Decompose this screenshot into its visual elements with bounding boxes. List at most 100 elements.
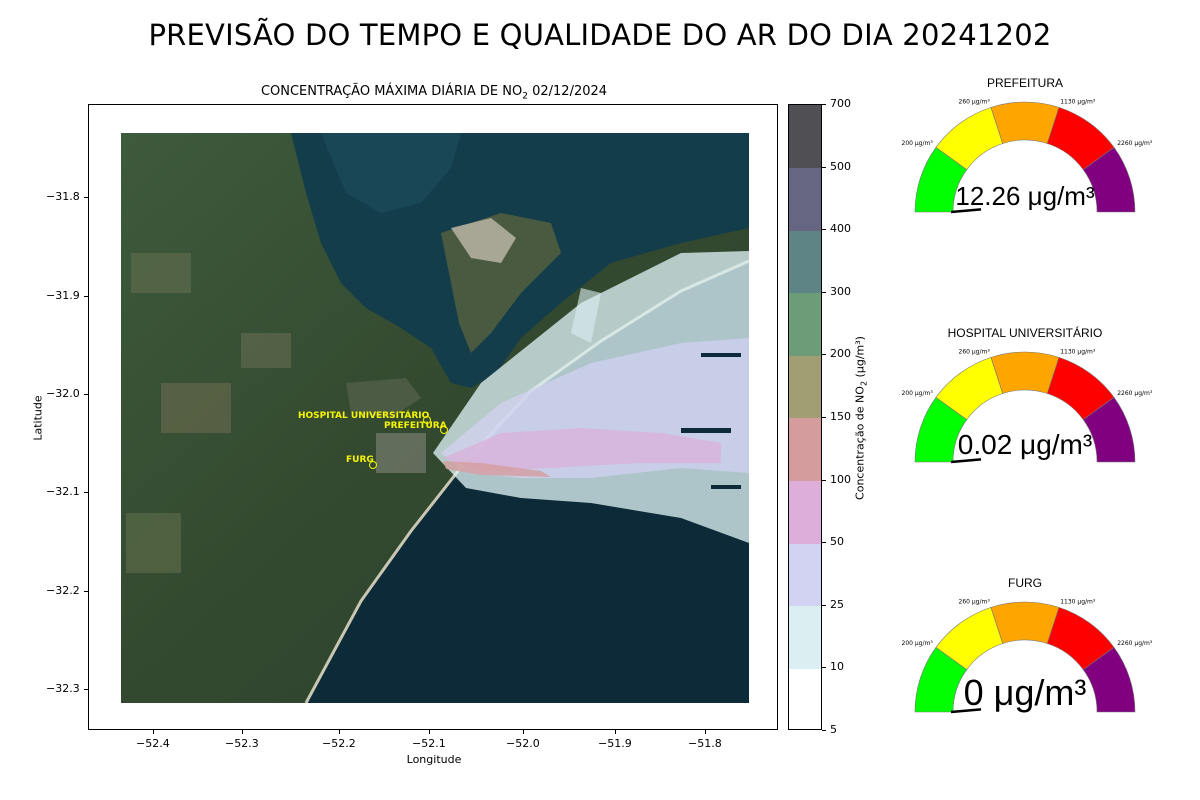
site-marker-furg[interactable] xyxy=(369,461,377,469)
gauge-dial: 200 μg/m³ 260 μg/m³ 1130 μg/m³ 2260 μg/m³ xyxy=(902,599,1153,714)
colorbar-tick-mark xyxy=(822,480,826,481)
colorbar-segment xyxy=(789,355,821,419)
colorbar-tick-mark xyxy=(822,167,826,168)
gauge-tick-label: 200 μg/m³ xyxy=(902,140,934,147)
x-tick-label: −51.8 xyxy=(688,737,722,750)
colorbar-segment xyxy=(789,480,821,544)
colorbar-segment xyxy=(789,668,821,729)
gauge-needle xyxy=(950,458,982,464)
plume-50-100 xyxy=(443,428,721,471)
plume-100-150 xyxy=(443,461,551,477)
field-patch xyxy=(161,383,231,433)
gauge-tick-label: 260 μg/m³ xyxy=(959,599,991,606)
gauge-tick-label: 260 μg/m³ xyxy=(959,349,991,356)
y-tick-label: −32.0 xyxy=(46,387,80,400)
field-patch xyxy=(131,253,191,293)
gauge-title: HOSPITAL UNIVERSITÁRIO xyxy=(947,326,1103,340)
colorbar-segment xyxy=(789,543,821,607)
colorbar xyxy=(788,104,822,730)
x-tick-mark xyxy=(153,730,154,734)
lagoon-water-north xyxy=(321,133,461,213)
site-marker-hospital[interactable] xyxy=(423,416,431,424)
map-title-suffix: 02/12/2024 xyxy=(527,84,608,99)
y-tick-mark xyxy=(84,296,88,297)
gauge-tick-label: 2260 μg/m³ xyxy=(1117,640,1153,647)
colorbar-tick-mark xyxy=(822,104,826,105)
colorbar-segment xyxy=(789,418,821,482)
x-tick-mark xyxy=(523,730,524,734)
gauge-value: 0 μg/m³ xyxy=(963,672,1087,713)
site-label-furg: FURG xyxy=(346,455,374,465)
gauge-band xyxy=(1082,146,1136,213)
y-tick-mark xyxy=(84,492,88,493)
site-label-prefeitura: PREFEITURA xyxy=(384,421,447,431)
gauge-tick-label: 200 μg/m³ xyxy=(902,390,934,397)
x-tick-mark xyxy=(705,730,706,734)
map-frame xyxy=(88,104,778,730)
colorbar-label: Concentração de NO2 (μg/m³) xyxy=(853,336,868,500)
page-title: PREVISÃO DO TEMPO E QUALIDADE DO AR DO D… xyxy=(148,18,1052,52)
colorbar-tick-mark xyxy=(822,292,826,293)
urban-area xyxy=(376,433,426,473)
x-tick-mark xyxy=(339,730,340,734)
colorbar-segment xyxy=(789,605,821,669)
sand-dunes xyxy=(451,218,516,263)
gauge-band xyxy=(990,101,1060,144)
x-tick-label: −52.2 xyxy=(322,737,356,750)
colorbar-tick-label: 10 xyxy=(830,660,844,673)
colorbar-segment xyxy=(789,230,821,294)
x-tick-label: −52.3 xyxy=(225,737,259,750)
colorbar-label-prefix: Concentração de NO xyxy=(853,386,867,500)
gauge-dial: 200 μg/m³ 260 μg/m³ 1130 μg/m³ 2260 μg/m³ xyxy=(902,349,1153,464)
gauge-band xyxy=(1082,646,1136,713)
plume-gap xyxy=(711,485,741,489)
plume-gap xyxy=(681,428,731,433)
gauge-title: PREFEITURA xyxy=(986,76,1063,90)
x-tick-mark xyxy=(242,730,243,734)
x-tick-label: −52.1 xyxy=(412,737,446,750)
gauge-needle xyxy=(950,708,982,714)
gauge-value: 12.26 μg/m³ xyxy=(955,181,1095,211)
island xyxy=(346,378,421,418)
colorbar-label-sub: 2 xyxy=(859,380,869,387)
gauge-dial: 200 μg/m³ 260 μg/m³ 1130 μg/m³ 2260 μg/m³ xyxy=(902,99,1153,214)
map-title-prefix: CONCENTRAÇÃO MÁXIMA DIÁRIA DE NO xyxy=(260,84,523,99)
gauge-band xyxy=(990,351,1060,394)
x-tick-label: −51.9 xyxy=(598,737,632,750)
x-axis-label: Longitude xyxy=(406,753,462,766)
colorbar-segment xyxy=(789,105,821,169)
colorbar-tick-label: 100 xyxy=(830,473,851,486)
map-title-sub: 2 xyxy=(522,91,528,102)
gauge-tick-label: 260 μg/m³ xyxy=(959,99,991,106)
gauge-band xyxy=(1082,396,1136,463)
colorbar-label-suffix: (μg/m³) xyxy=(853,336,867,381)
map-area[interactable] xyxy=(121,133,749,703)
gauge-needle xyxy=(950,208,982,214)
colorbar-segment xyxy=(789,167,821,231)
y-tick-mark xyxy=(84,197,88,198)
site-marker-prefeitura[interactable] xyxy=(440,426,448,434)
y-tick-label: −31.9 xyxy=(46,289,80,302)
colorbar-tick-mark xyxy=(822,229,826,230)
y-tick-mark xyxy=(84,394,88,395)
colorbar-tick-mark xyxy=(822,605,826,606)
gauge-band xyxy=(990,601,1060,644)
gauge-title: FURG xyxy=(1008,576,1042,590)
gauge-tick-label: 2260 μg/m³ xyxy=(1117,140,1153,147)
y-tick-label: −32.1 xyxy=(46,485,80,498)
x-tick-label: −52.4 xyxy=(136,737,170,750)
colorbar-tick-label: 200 xyxy=(830,347,851,360)
colorbar-tick-label: 300 xyxy=(830,285,851,298)
y-tick-label: −31.8 xyxy=(46,190,80,203)
field-patch xyxy=(241,333,291,368)
colorbar-tick-mark xyxy=(822,354,826,355)
colorbar-tick-label: 5 xyxy=(830,723,837,736)
y-axis-label: Latitude xyxy=(31,395,45,441)
gauge-tick-label: 1130 μg/m³ xyxy=(1060,349,1096,356)
site-label-hospital: HOSPITAL UNIVERSITÁRIO xyxy=(298,411,430,421)
y-tick-label: −32.2 xyxy=(46,584,80,597)
y-tick-mark xyxy=(84,689,88,690)
colorbar-tick-label: 700 xyxy=(830,97,851,110)
y-tick-label: −32.3 xyxy=(46,682,80,695)
gauge-tick-label: 2260 μg/m³ xyxy=(1117,390,1153,397)
